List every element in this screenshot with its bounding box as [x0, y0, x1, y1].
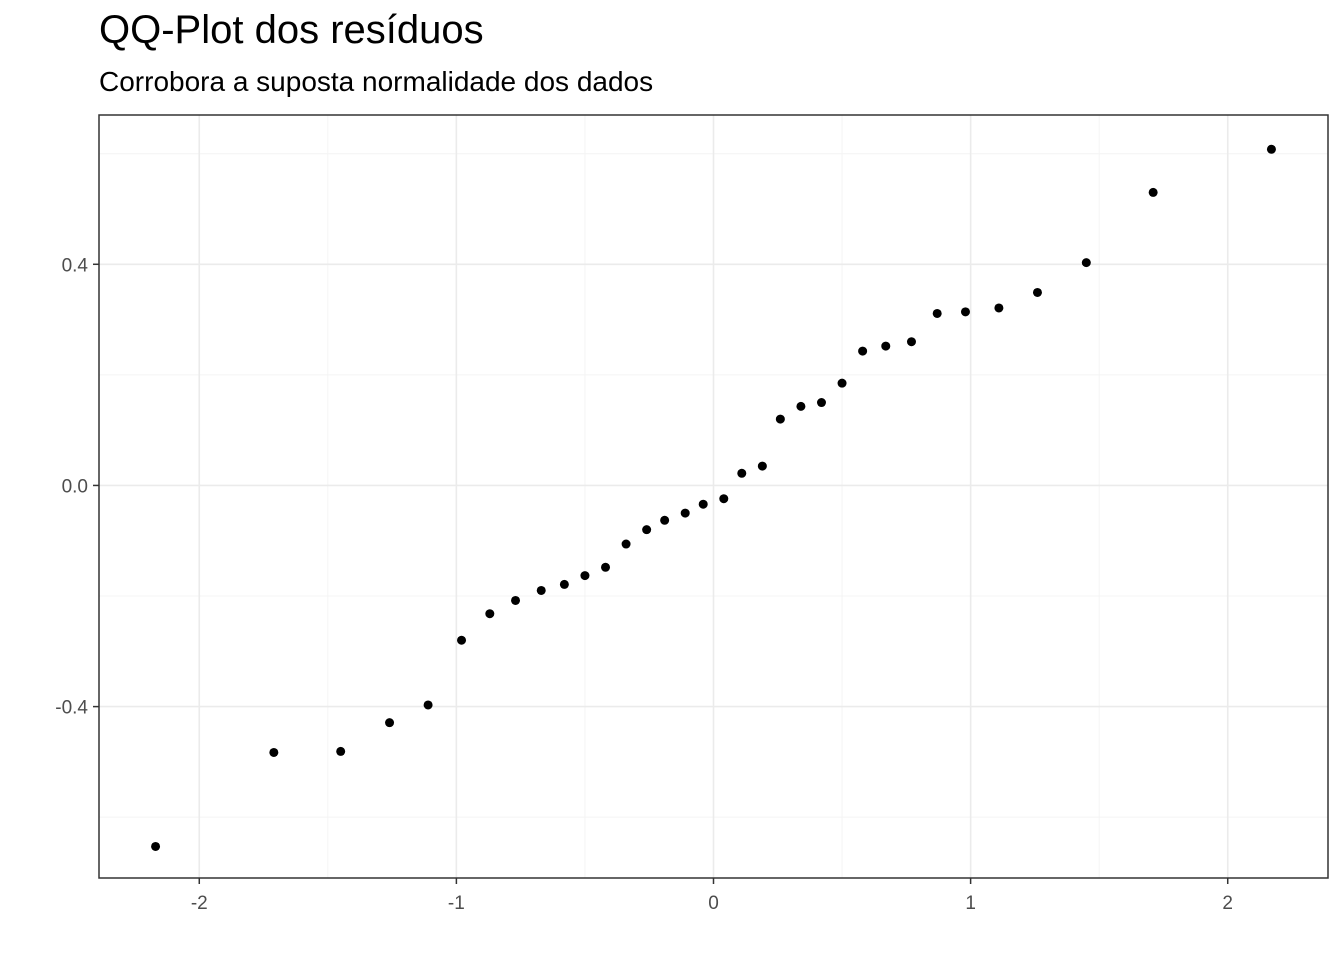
axes: -2 -1 0 1 2 -0.4 0.0 0.4 [55, 255, 1233, 914]
data-point [660, 515, 670, 525]
data-point [757, 461, 767, 471]
data-point [336, 746, 346, 756]
chart-subtitle: Corrobora a suposta normalidade dos dado… [99, 66, 654, 97]
x-tick-label: -1 [448, 893, 465, 914]
data-point [485, 609, 495, 619]
data-point [457, 635, 467, 645]
y-tick-label: 0.4 [62, 255, 89, 276]
data-point [737, 468, 747, 478]
data-point [775, 414, 785, 424]
data-point [994, 303, 1004, 313]
x-tick-label: 2 [1222, 893, 1233, 914]
data-point [1081, 258, 1091, 268]
data-point [642, 525, 652, 535]
data-point [1032, 287, 1042, 297]
data-point [559, 579, 569, 589]
data-point [932, 308, 942, 318]
data-point [580, 571, 590, 581]
data-point [536, 585, 546, 595]
data-point [1148, 187, 1158, 197]
data-point [960, 307, 970, 317]
data-point [269, 747, 279, 757]
data-point [698, 499, 708, 509]
data-point [858, 346, 868, 356]
data-point [837, 378, 847, 388]
data-point [906, 337, 916, 347]
grid-lines [99, 115, 1328, 878]
data-points [151, 144, 1276, 851]
data-point [680, 508, 690, 518]
data-point [385, 718, 395, 728]
data-point [511, 595, 521, 605]
data-point [151, 841, 161, 851]
data-point [1266, 144, 1276, 154]
data-point [621, 539, 631, 549]
data-point [881, 341, 891, 351]
data-point [601, 562, 611, 572]
y-tick-label: -0.4 [55, 698, 88, 719]
data-point [423, 700, 433, 710]
x-tick-label: 1 [965, 893, 976, 914]
data-point [796, 401, 806, 411]
chart-title: QQ-Plot dos resíduos [99, 8, 484, 52]
data-point [816, 398, 826, 408]
y-tick-label: 0.0 [62, 476, 88, 497]
x-tick-label: 0 [708, 893, 719, 914]
data-point [719, 494, 729, 504]
x-tick-label: -2 [191, 893, 208, 914]
